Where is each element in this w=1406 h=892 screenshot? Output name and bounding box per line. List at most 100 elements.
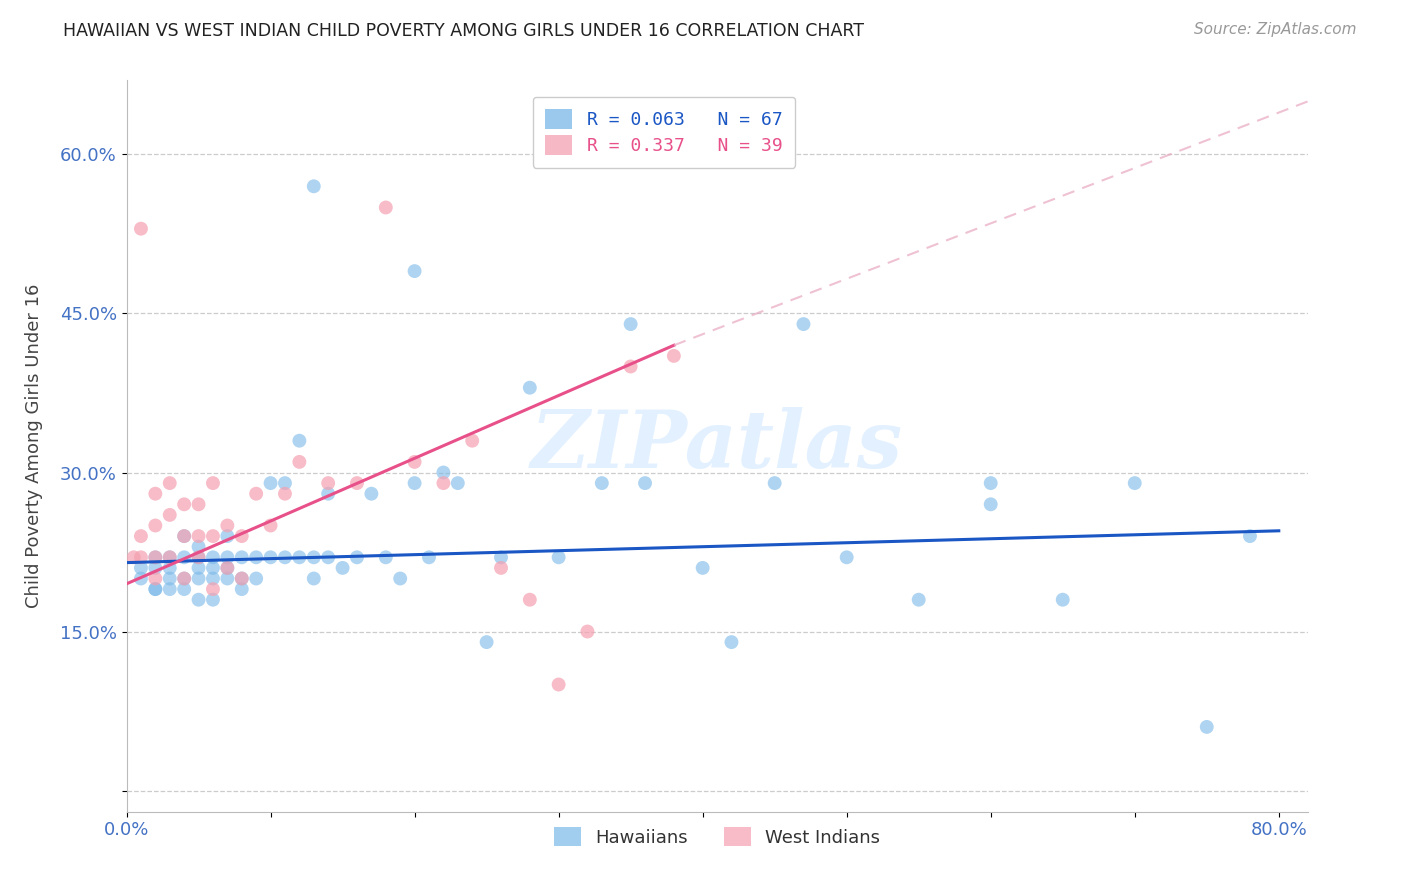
Point xyxy=(129,221,152,235)
Point xyxy=(404,264,426,278)
Point xyxy=(159,476,181,491)
Point xyxy=(173,497,195,511)
Point xyxy=(159,572,181,586)
Point xyxy=(201,561,224,575)
Point xyxy=(143,582,166,596)
Point xyxy=(316,486,339,500)
Point xyxy=(620,317,643,331)
Point xyxy=(792,317,814,331)
Point xyxy=(418,550,440,565)
Point xyxy=(576,624,599,639)
Point xyxy=(259,550,281,565)
Point xyxy=(274,550,297,565)
Point xyxy=(201,572,224,586)
Point xyxy=(173,529,195,543)
Point xyxy=(1239,529,1261,543)
Point xyxy=(217,561,239,575)
Point xyxy=(201,550,224,565)
Point xyxy=(404,455,426,469)
Y-axis label: Child Poverty Among Girls Under 16: Child Poverty Among Girls Under 16 xyxy=(25,284,44,608)
Point xyxy=(143,518,166,533)
Point xyxy=(1052,592,1074,607)
Point xyxy=(288,550,311,565)
Point xyxy=(187,497,209,511)
Point xyxy=(159,508,181,522)
Point xyxy=(159,550,181,565)
Point xyxy=(245,550,267,565)
Text: HAWAIIAN VS WEST INDIAN CHILD POVERTY AMONG GIRLS UNDER 16 CORRELATION CHART: HAWAIIAN VS WEST INDIAN CHILD POVERTY AM… xyxy=(63,22,865,40)
Point xyxy=(489,561,512,575)
Point xyxy=(159,550,181,565)
Point xyxy=(217,550,239,565)
Point xyxy=(173,529,195,543)
Point xyxy=(302,550,325,565)
Point xyxy=(159,582,181,596)
Point xyxy=(274,486,297,500)
Point xyxy=(591,476,613,491)
Point xyxy=(302,179,325,194)
Point xyxy=(129,550,152,565)
Point xyxy=(143,582,166,596)
Point xyxy=(763,476,786,491)
Point xyxy=(129,561,152,575)
Point xyxy=(461,434,484,448)
Point xyxy=(1195,720,1218,734)
Point xyxy=(547,550,569,565)
Point xyxy=(129,529,152,543)
Point xyxy=(274,476,297,491)
Point xyxy=(360,486,382,500)
Text: Source: ZipAtlas.com: Source: ZipAtlas.com xyxy=(1194,22,1357,37)
Point xyxy=(288,455,311,469)
Point xyxy=(447,476,470,491)
Point xyxy=(187,561,209,575)
Point xyxy=(547,677,569,691)
Point xyxy=(259,476,281,491)
Point xyxy=(201,582,224,596)
Point xyxy=(173,550,195,565)
Point xyxy=(1123,476,1146,491)
Point xyxy=(374,550,396,565)
Point xyxy=(662,349,685,363)
Point xyxy=(143,561,166,575)
Point xyxy=(231,572,253,586)
Point xyxy=(404,476,426,491)
Point xyxy=(432,466,454,480)
Point xyxy=(634,476,657,491)
Point xyxy=(187,550,209,565)
Point xyxy=(217,518,239,533)
Point xyxy=(835,550,858,565)
Legend: Hawaiians, West Indians: Hawaiians, West Indians xyxy=(547,820,887,854)
Point xyxy=(187,572,209,586)
Point xyxy=(620,359,643,374)
Point xyxy=(245,486,267,500)
Point xyxy=(389,572,412,586)
Point xyxy=(187,540,209,554)
Point xyxy=(201,476,224,491)
Point xyxy=(316,476,339,491)
Point xyxy=(720,635,742,649)
Point xyxy=(217,529,239,543)
Point xyxy=(374,201,396,215)
Point xyxy=(302,572,325,586)
Point xyxy=(122,550,145,565)
Point xyxy=(187,529,209,543)
Point xyxy=(519,381,541,395)
Point xyxy=(173,572,195,586)
Point xyxy=(187,550,209,565)
Point xyxy=(143,550,166,565)
Point xyxy=(217,572,239,586)
Point xyxy=(143,550,166,565)
Point xyxy=(173,582,195,596)
Point xyxy=(245,572,267,586)
Point xyxy=(231,572,253,586)
Point xyxy=(432,476,454,491)
Point xyxy=(980,476,1002,491)
Point xyxy=(217,561,239,575)
Point xyxy=(201,529,224,543)
Point xyxy=(692,561,714,575)
Point xyxy=(346,476,368,491)
Point xyxy=(346,550,368,565)
Point xyxy=(519,592,541,607)
Point xyxy=(143,486,166,500)
Point xyxy=(316,550,339,565)
